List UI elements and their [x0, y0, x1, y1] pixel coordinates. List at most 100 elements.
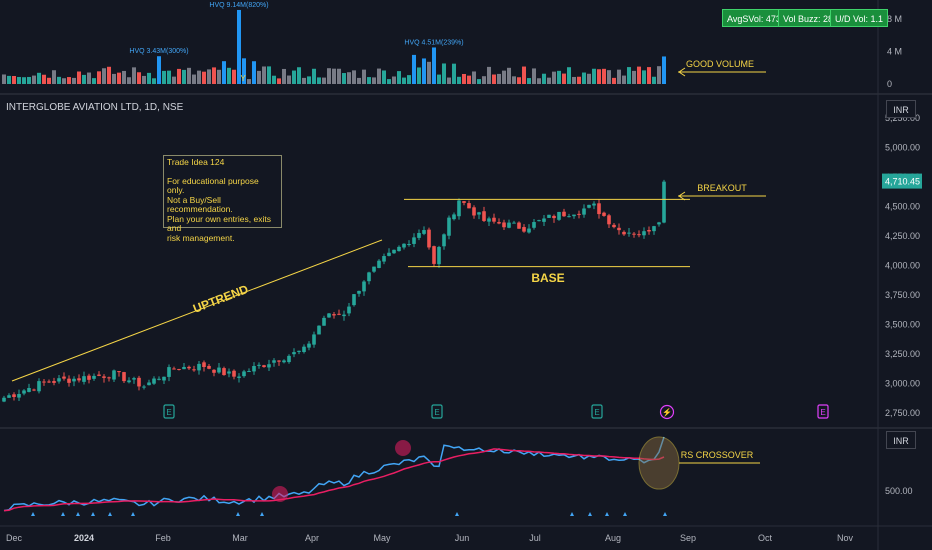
price-tick-label: 5,000.00 — [885, 142, 920, 152]
rs-moving-average — [3, 448, 665, 512]
volume-bar — [392, 76, 396, 84]
candle-body — [647, 229, 651, 232]
earnings-marker — [591, 404, 603, 419]
volume-bar — [532, 68, 536, 84]
volume-bar — [427, 61, 431, 84]
candle-body — [147, 382, 151, 386]
volume-bar — [557, 70, 561, 84]
volume-bar — [342, 73, 346, 84]
rs-signal-marker — [31, 512, 35, 516]
volume-bar — [357, 77, 361, 84]
volume-bar — [312, 68, 316, 84]
hvq-label: HVQ 3.43M(300%) — [129, 48, 188, 55]
time-tick-label: 2024 — [74, 533, 94, 543]
good-volume-arrow — [678, 67, 686, 77]
candle-body — [287, 355, 291, 363]
volume-bar — [202, 71, 206, 84]
rs-tick-label: 500.00 — [885, 486, 913, 496]
volume-bar — [582, 72, 586, 84]
volume-bar — [657, 66, 661, 84]
candle-body — [577, 213, 581, 215]
candle-body — [452, 214, 456, 220]
candle-body — [317, 325, 321, 335]
candle-body — [12, 394, 16, 397]
volume-bar — [567, 67, 571, 84]
volume-bar — [92, 78, 96, 84]
currency-selector-rs[interactable]: INR — [886, 431, 916, 449]
candle-body — [447, 217, 451, 236]
candle-body — [492, 217, 496, 222]
volume-bar — [317, 77, 321, 84]
volume-bar — [97, 71, 101, 84]
volume-bar — [562, 73, 566, 84]
hvq-label: HVQ 4.51M(239%) — [404, 39, 463, 46]
candle-body — [357, 290, 361, 294]
volume-bar — [137, 72, 141, 84]
volume-bar — [52, 70, 56, 84]
price-tick-label: 4,500.00 — [885, 201, 920, 211]
volume-bar — [347, 72, 351, 84]
volume-bar — [602, 68, 606, 84]
volume-bar — [327, 68, 331, 84]
volume-bar — [527, 78, 531, 84]
symbol-title: INTERGLOBE AVIATION LTD, 1D, NSE — [6, 102, 184, 113]
candle-body — [322, 317, 326, 326]
candle-body — [117, 371, 121, 373]
time-tick-label: Oct — [758, 533, 773, 543]
candle-body — [202, 362, 206, 368]
candle-body — [397, 246, 401, 252]
volume-bar — [47, 77, 51, 84]
volume-bar — [27, 76, 31, 84]
trade-note-line: For educational purpose only. — [167, 175, 259, 195]
trade-note-line: Not a Buy/Sell recommendation. — [167, 194, 233, 214]
volume-bar — [467, 75, 471, 84]
candle-body — [342, 314, 346, 317]
volume-bar — [587, 73, 591, 84]
hvq-label: HVQ 9.14M(820%) — [209, 2, 268, 9]
candle-body — [272, 360, 276, 363]
candle-body — [167, 367, 171, 377]
volume-bar — [217, 69, 221, 84]
volume-bar — [272, 75, 276, 84]
candle-body — [172, 368, 176, 370]
good-volume-label: GOOD VOLUME — [686, 59, 754, 69]
candle-body — [277, 360, 281, 362]
candle-body — [42, 381, 46, 383]
volume-bar — [457, 76, 461, 84]
candle-body — [107, 377, 111, 379]
candle-body — [412, 237, 416, 244]
volume-bar — [522, 66, 526, 84]
currency-selector-price[interactable]: INR — [886, 100, 916, 118]
candle-body — [612, 224, 616, 228]
candle-body — [382, 256, 386, 262]
candle-body — [467, 203, 471, 209]
volume-bar — [547, 77, 551, 84]
price-tick-label: 4,000.00 — [885, 260, 920, 270]
candle-body — [592, 203, 596, 206]
volume-bar — [472, 71, 476, 84]
candle-body — [422, 230, 426, 234]
rs-signal-marker — [455, 512, 459, 516]
candle-body — [632, 233, 636, 235]
candle-body — [267, 364, 271, 368]
volume-bar — [212, 67, 216, 84]
candle-body — [377, 260, 381, 268]
volume-bar — [612, 77, 616, 84]
earnings-marker-label: E — [166, 408, 171, 417]
candle-body — [37, 381, 41, 392]
volume-bar — [627, 67, 631, 84]
candle-body — [177, 368, 181, 370]
candle-body — [197, 363, 201, 371]
volume-bar — [252, 61, 256, 84]
volume-bar — [647, 67, 651, 84]
volume-bar — [372, 77, 376, 84]
time-tick-label: Aug — [605, 533, 621, 543]
rs-signal-marker — [91, 512, 95, 516]
candle-body — [402, 243, 406, 248]
candle-body — [157, 378, 161, 380]
rs-signal-marker — [260, 512, 264, 516]
volume-bar — [197, 70, 201, 84]
candle-body — [122, 372, 126, 382]
trade-idea-note: Trade Idea 124 For educational purpose o… — [163, 155, 282, 242]
candle-body — [657, 222, 661, 225]
